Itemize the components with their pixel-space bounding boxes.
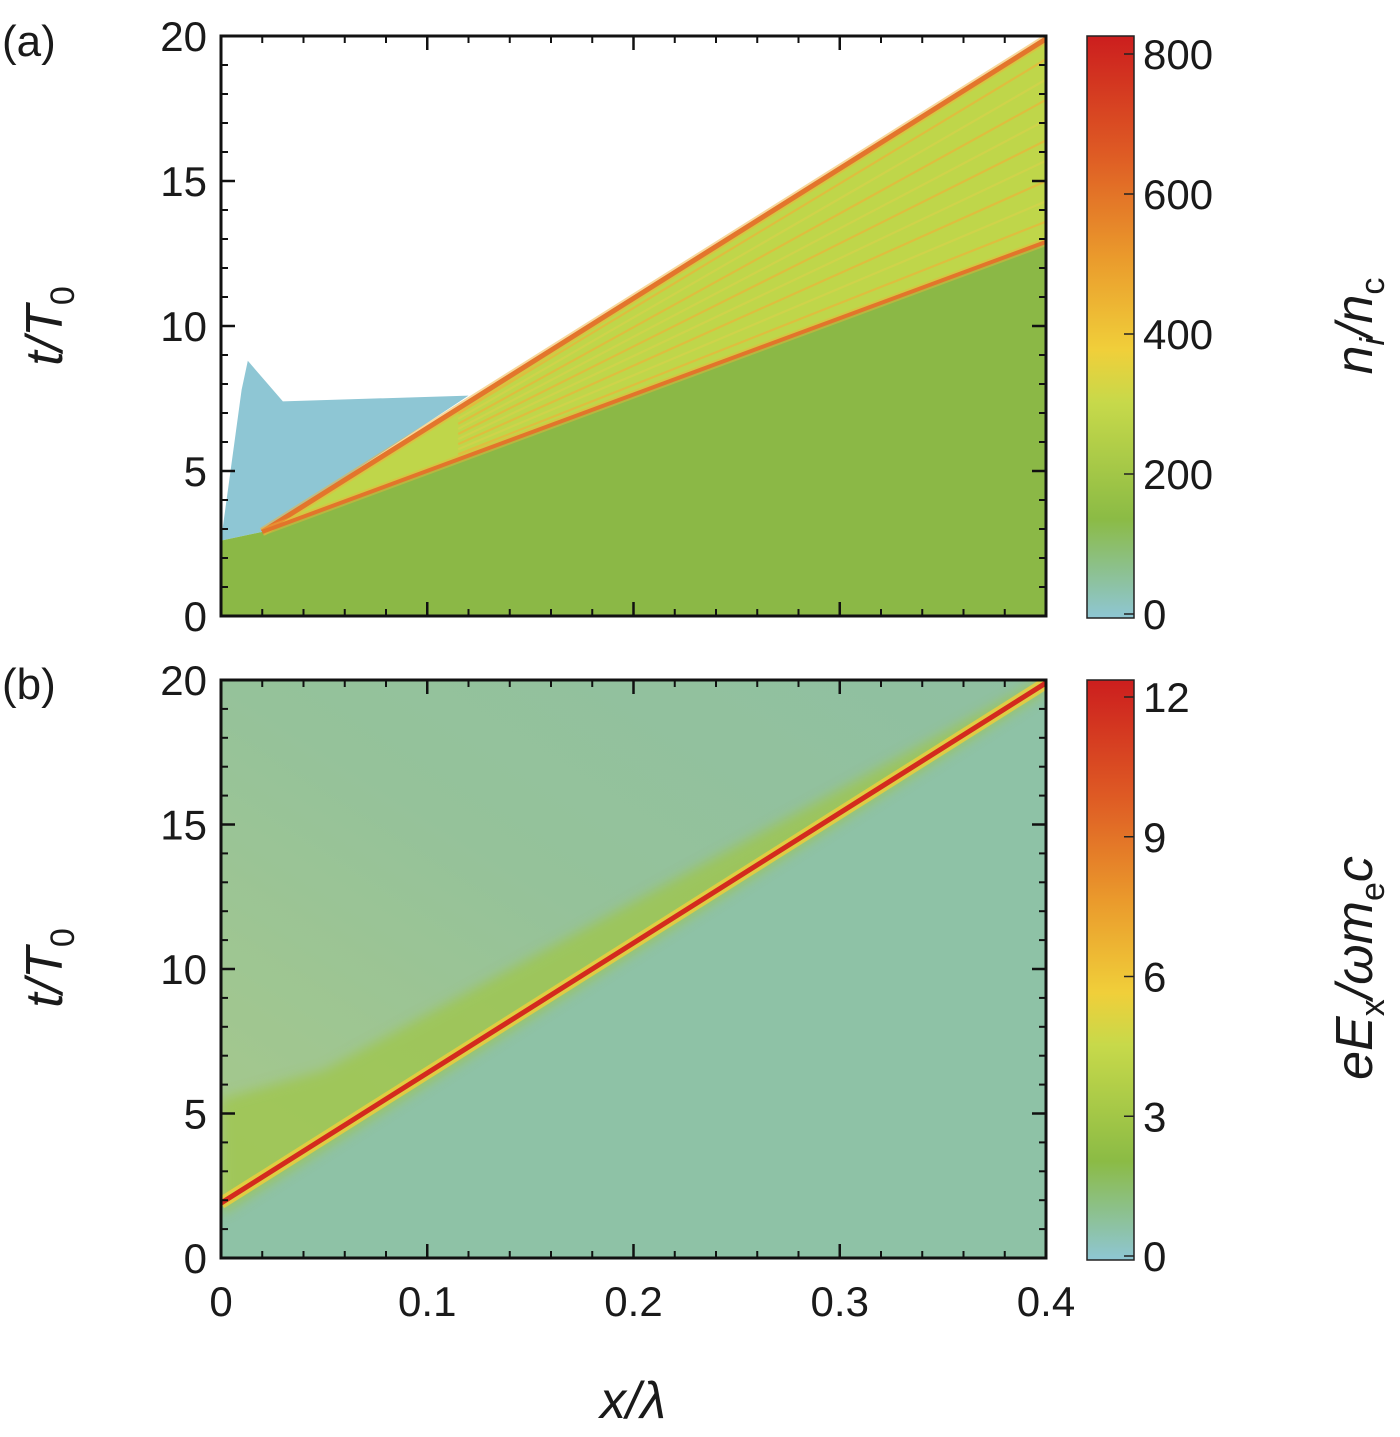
colorbar-a-tick-label: 200 [1143,451,1213,498]
plot-b-y-tick-label: 0 [184,1235,207,1282]
panel-a-heatmap: (a) 0 5 10 15 20 t/T0 0 200 400 600 800 ni/nc [2,13,1392,640]
density-striation [457,159,1046,441]
trailing-front-line [261,240,1046,534]
colorbar-b-tick-label: 3 [1143,1093,1166,1140]
x-axis-label: x/λ [597,1372,666,1430]
colorbar-a-tick-label: 600 [1143,171,1213,218]
colorbar-b-tick-label: 0 [1143,1233,1166,1280]
colorbar-b-tick-label: 6 [1143,954,1166,1001]
plot-a-y-ticks: 0 5 10 15 20 [160,13,1046,640]
plot-a-y-tick-label: 20 [160,13,207,60]
colorbar-a-tick-label: 800 [1143,31,1213,78]
expanding-plasma-region [221,360,469,616]
density-striation [457,58,1046,415]
colorbar-a [1086,35,1135,619]
field-peak-line [221,680,1046,1206]
colorbar-a-tick-label: 400 [1143,311,1213,358]
trailing-front-glow [260,238,1046,536]
colorbar-b-ticks: 0 3 6 9 12 [1124,674,1190,1280]
density-striation [457,220,1046,456]
density-striations [457,58,1046,456]
plot-b-y-tick-label: 5 [184,1091,207,1138]
plot-b-x-tick-label: 0.1 [398,1278,456,1325]
plot-a-y-tick-label: 0 [184,593,207,640]
plot-a-x-ticks [219,36,1048,616]
target-density-region [221,241,1046,616]
density-striation [457,119,1046,430]
plot-b-y-ticks: 0 5 10 15 20 [160,657,1046,1282]
density-striation [457,200,1046,451]
plot-b-y-axis-label: t/T0 [16,928,82,1008]
colorbar-a-label: ni/nc [1326,278,1392,375]
plot-a-y-axis-label: t/T0 [16,286,82,366]
panel-a-label: (a) [2,17,56,66]
shock-front-glow [259,36,1046,536]
colorbar-a-tick-label: 0 [1143,591,1166,638]
density-striation [457,179,1046,446]
plot-b-y-tick-label: 15 [160,802,207,849]
colorbar-b-label: eEx/ωmec [1326,856,1392,1080]
plot-b-x-tick-label: 0.3 [811,1278,869,1325]
colorbar-b [1086,679,1135,1261]
colorbar-b-tick-label: 12 [1143,674,1190,721]
plot-b-x-tick-label: 0.4 [1017,1278,1075,1325]
plot-b-x-tick-label: 0.2 [604,1278,662,1325]
plot-b-x-tick-label: 0 [209,1278,232,1325]
density-striation [457,78,1046,420]
plot-a-y-tick-label: 15 [160,158,207,205]
panel-b-label: (b) [2,660,56,709]
plot-b-y-tick-label: 20 [160,657,207,704]
colorbar-a-ticks: 0 200 400 600 800 [1124,31,1213,638]
density-striation [457,98,1046,425]
plot-b-x-ticks: 0 0.1 0.2 0.3 0.4 [209,680,1075,1325]
plot-a-y-tick-label: 5 [184,448,207,495]
plot-b-y-tick-label: 10 [160,946,207,993]
colorbar-b-tick-label: 9 [1143,814,1166,861]
density-striation [457,139,1046,436]
panel-b-heatmap: (b) 0 0.1 0.2 0.3 0.4 0 5 10 15 20 t/T0 0 3 6 9 12 e… [2,657,1392,1325]
plot-a-y-tick-label: 10 [160,303,207,350]
